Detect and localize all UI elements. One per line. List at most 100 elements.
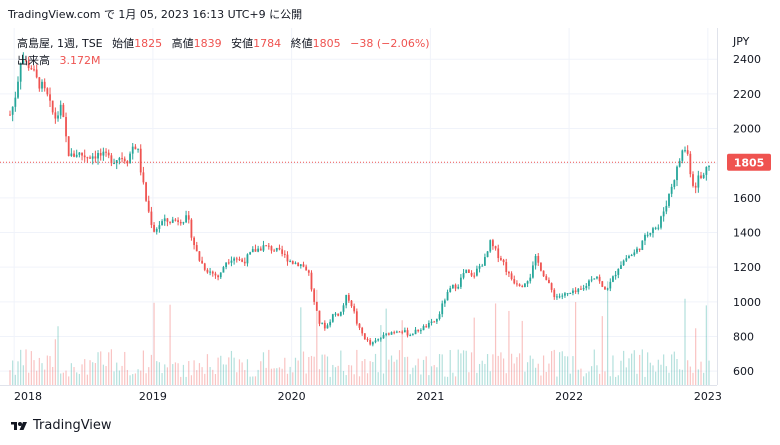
y-tick-label: 800 (733, 330, 754, 343)
time-axis[interactable]: 2018 2019 2020 2021 2022 2023 (0, 385, 722, 404)
volume-bar (174, 362, 177, 385)
volume-bar (492, 354, 494, 385)
candle-body (75, 154, 78, 157)
candle-body (366, 339, 369, 341)
volume-bar (294, 357, 297, 385)
candle-body (81, 152, 83, 156)
candle-body (467, 269, 470, 273)
candle-body (550, 283, 553, 290)
volume-bar (462, 350, 465, 385)
volume-bar (30, 351, 32, 385)
volume-bar (404, 357, 406, 385)
candle-body (665, 205, 668, 212)
candle-body (11, 106, 14, 115)
candle-body (331, 314, 334, 322)
candle-body (569, 293, 572, 295)
candle-body (422, 326, 425, 331)
volume-bar (583, 376, 585, 385)
volume-bar (454, 376, 457, 385)
volume-bar (676, 358, 678, 385)
candle-body (339, 311, 342, 316)
candle-body (214, 273, 217, 276)
candle-body (516, 283, 518, 285)
volume-bar (198, 363, 201, 385)
candle-body (147, 200, 150, 212)
volume-bar (556, 376, 558, 385)
volume-bar (297, 360, 299, 385)
volume-bar (214, 374, 217, 385)
volume-bar (567, 356, 569, 385)
tradingview-brand[interactable]: TradingView (10, 418, 112, 433)
volume-bar (615, 376, 617, 385)
volume-bar (318, 369, 321, 385)
volume-bar (270, 368, 273, 385)
candle-body (161, 221, 163, 226)
candle-body (534, 256, 537, 266)
volume-bar (671, 354, 673, 385)
candle-body (676, 166, 678, 181)
candle-body (622, 260, 625, 266)
candle-body (593, 278, 596, 280)
candle-body (633, 252, 636, 256)
candle-body (540, 262, 542, 271)
currency-label: JPY (732, 35, 750, 48)
price-axis[interactable]: JPY 600800100012001400160018002000220024… (717, 28, 762, 385)
volume-bar (340, 350, 342, 385)
candle-body (385, 333, 388, 335)
candle-body (521, 285, 524, 287)
volume-bar (161, 373, 163, 385)
candle-body (561, 295, 564, 297)
candle-body (51, 100, 54, 113)
candle-body (145, 182, 147, 201)
x-tick-label: 2023 (694, 390, 722, 403)
symbol-label: 高島屋, 1週, TSE (17, 37, 103, 50)
candle-body (201, 260, 203, 264)
volume-bar (489, 371, 491, 385)
candle-body (379, 338, 382, 340)
candle-body (233, 258, 236, 261)
candle-body (203, 263, 206, 270)
candle-body (628, 256, 630, 259)
candle-body (198, 251, 201, 261)
volume-bar (188, 361, 190, 385)
candle-body (41, 81, 43, 89)
volume-bar (166, 367, 169, 385)
volume-bar (326, 356, 329, 385)
volume-bar (92, 362, 94, 385)
volume-bar (559, 352, 561, 385)
volume-bar (25, 349, 27, 385)
volume-bar (244, 370, 246, 385)
candle-body (382, 334, 385, 339)
candle-body (457, 286, 460, 289)
candle-body (459, 277, 462, 287)
publish-info: TradingView.com で 1月 05, 2023 16:13 UTC+… (8, 8, 303, 21)
candle-body (59, 104, 62, 116)
candle-body (577, 288, 580, 292)
candle-body (57, 115, 59, 119)
candle-body (238, 259, 241, 261)
volume-bar (14, 374, 16, 385)
candle-body (462, 273, 465, 278)
candle-body (83, 155, 86, 158)
volume-bar (679, 369, 681, 385)
volume-bar (484, 363, 486, 385)
volume-bar (110, 349, 112, 385)
volume-bar (425, 356, 427, 385)
candle-body (105, 151, 107, 153)
volume-bar (388, 359, 390, 385)
candle-body (318, 310, 321, 324)
volume-bar (358, 376, 361, 385)
candle-body (708, 166, 710, 168)
candle-body (612, 276, 614, 282)
candle-body (668, 193, 670, 206)
candle-body (291, 261, 294, 264)
volume-bar (623, 350, 625, 385)
volume-bar (609, 376, 611, 385)
volume-bar (473, 317, 475, 385)
volume-bar (65, 370, 67, 385)
volume-bar (639, 354, 641, 385)
candle-body (310, 272, 313, 290)
volume-bar (356, 349, 358, 385)
volume-bar (281, 368, 283, 385)
